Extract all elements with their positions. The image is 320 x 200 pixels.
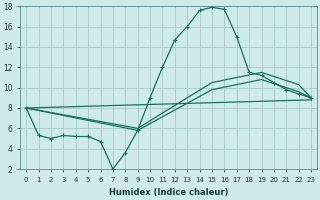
X-axis label: Humidex (Indice chaleur): Humidex (Indice chaleur) bbox=[109, 188, 228, 197]
